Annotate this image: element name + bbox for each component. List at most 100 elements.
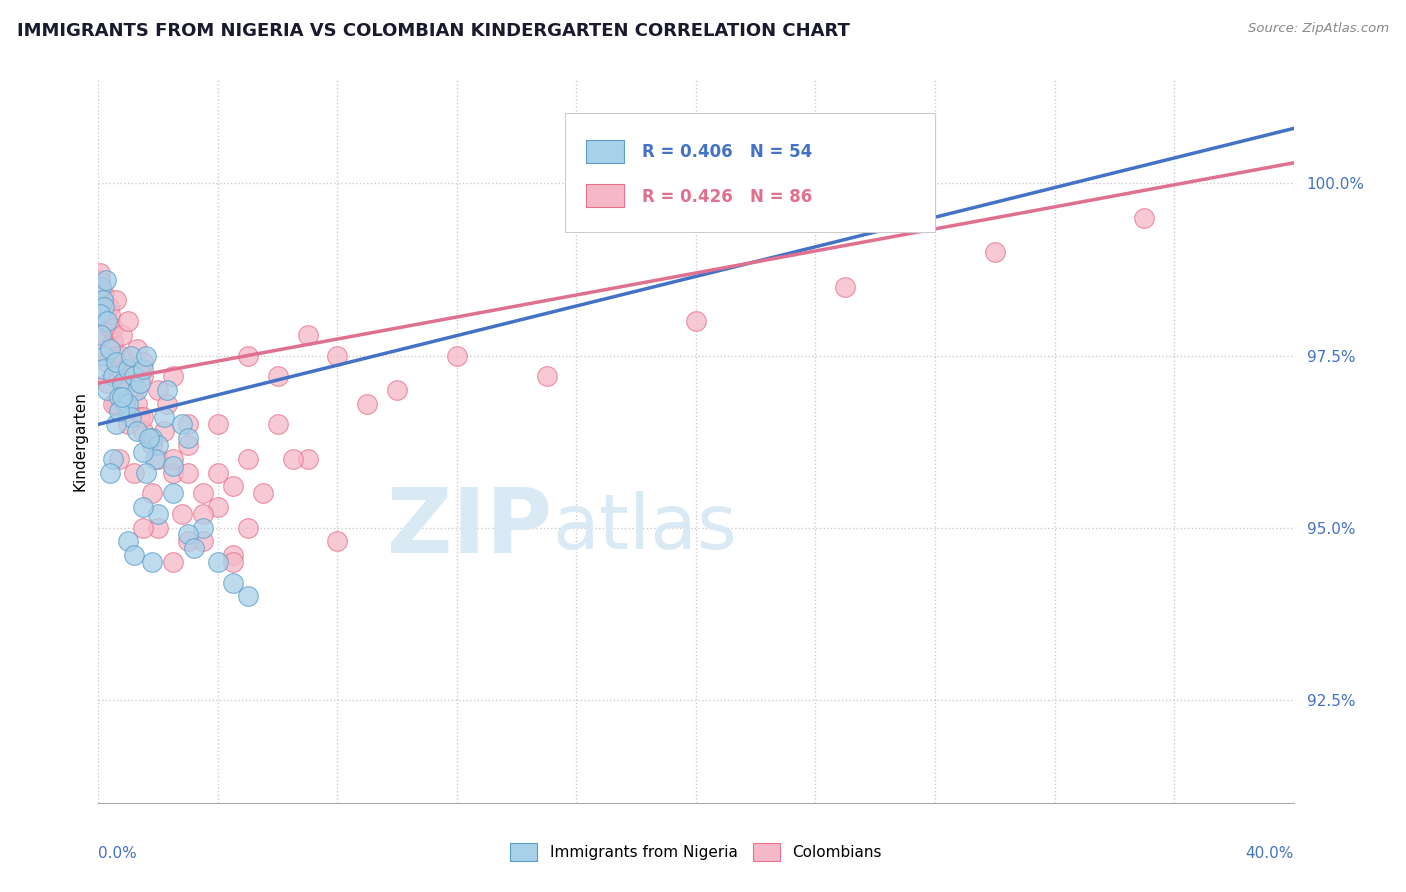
Point bbox=[207, 500, 229, 514]
Point bbox=[94, 342, 117, 356]
Point bbox=[356, 397, 378, 411]
Point bbox=[98, 342, 122, 356]
Point bbox=[236, 451, 259, 466]
Point bbox=[89, 266, 111, 280]
Point bbox=[207, 466, 229, 480]
Point bbox=[141, 438, 163, 452]
Point bbox=[111, 327, 134, 342]
Point bbox=[162, 486, 184, 500]
Point bbox=[222, 575, 245, 590]
Point bbox=[117, 383, 139, 397]
Point bbox=[93, 301, 115, 315]
Point bbox=[90, 279, 112, 293]
Point bbox=[148, 383, 170, 397]
Point bbox=[141, 486, 163, 500]
Point bbox=[103, 369, 125, 384]
Point bbox=[127, 424, 149, 438]
Point bbox=[385, 383, 409, 397]
Text: 40.0%: 40.0% bbox=[1246, 847, 1294, 861]
Point bbox=[117, 534, 139, 549]
Point bbox=[148, 507, 170, 521]
Point bbox=[177, 534, 200, 549]
Point bbox=[91, 293, 114, 308]
Point bbox=[114, 397, 136, 411]
Point bbox=[91, 293, 114, 308]
Point bbox=[105, 417, 128, 432]
Point bbox=[120, 410, 142, 425]
FancyBboxPatch shape bbox=[565, 112, 935, 232]
Point bbox=[132, 355, 155, 369]
Point bbox=[153, 410, 176, 425]
Point bbox=[222, 548, 245, 562]
Point bbox=[297, 327, 319, 342]
Point bbox=[105, 293, 128, 308]
Point bbox=[132, 445, 155, 459]
Point bbox=[207, 555, 229, 569]
Point bbox=[98, 466, 122, 480]
Point bbox=[98, 307, 122, 321]
Point bbox=[103, 321, 125, 335]
Point bbox=[96, 355, 118, 369]
Point bbox=[96, 376, 118, 390]
Point bbox=[108, 451, 131, 466]
Point bbox=[96, 314, 118, 328]
Point bbox=[156, 397, 179, 411]
Point bbox=[91, 327, 114, 342]
Point bbox=[1133, 211, 1156, 225]
Point bbox=[97, 301, 120, 315]
Point bbox=[105, 349, 128, 363]
Point bbox=[162, 451, 184, 466]
Point bbox=[148, 451, 170, 466]
Point bbox=[124, 466, 146, 480]
Point bbox=[94, 273, 117, 287]
Point bbox=[446, 349, 468, 363]
Point bbox=[177, 466, 200, 480]
Point bbox=[177, 417, 200, 432]
Point bbox=[207, 417, 229, 432]
Text: R = 0.406   N = 54: R = 0.406 N = 54 bbox=[643, 143, 813, 161]
Point bbox=[162, 466, 184, 480]
Point bbox=[172, 417, 194, 432]
Point bbox=[685, 314, 707, 328]
Point bbox=[105, 355, 128, 369]
Point bbox=[127, 342, 149, 356]
Point bbox=[105, 397, 128, 411]
Point bbox=[103, 397, 125, 411]
Point bbox=[191, 486, 214, 500]
Point bbox=[111, 390, 134, 404]
Point bbox=[177, 438, 200, 452]
Text: R = 0.426   N = 86: R = 0.426 N = 86 bbox=[643, 187, 813, 205]
Point bbox=[90, 327, 112, 342]
Point bbox=[120, 349, 142, 363]
Point bbox=[162, 555, 184, 569]
Point bbox=[132, 500, 155, 514]
Point bbox=[117, 397, 139, 411]
Point bbox=[117, 417, 139, 432]
Point bbox=[98, 321, 122, 335]
Text: ZIP: ZIP bbox=[388, 484, 553, 573]
Point bbox=[127, 383, 149, 397]
Text: IMMIGRANTS FROM NIGERIA VS COLOMBIAN KINDERGARTEN CORRELATION CHART: IMMIGRANTS FROM NIGERIA VS COLOMBIAN KIN… bbox=[17, 22, 849, 40]
Point bbox=[96, 383, 118, 397]
Point bbox=[111, 376, 134, 390]
Point bbox=[117, 403, 139, 417]
Point bbox=[191, 507, 214, 521]
Point bbox=[326, 349, 349, 363]
Point bbox=[132, 410, 155, 425]
Point bbox=[162, 369, 184, 384]
Point bbox=[103, 334, 125, 349]
Point bbox=[138, 431, 160, 445]
Point bbox=[108, 403, 131, 417]
Bar bbox=[586, 139, 624, 162]
Point bbox=[148, 520, 170, 534]
Point bbox=[111, 376, 134, 390]
Point bbox=[153, 424, 176, 438]
Point bbox=[103, 451, 125, 466]
Point bbox=[141, 555, 163, 569]
Point bbox=[124, 383, 146, 397]
Legend: Immigrants from Nigeria, Colombians: Immigrants from Nigeria, Colombians bbox=[503, 837, 889, 867]
Point bbox=[135, 349, 157, 363]
Point bbox=[117, 362, 139, 376]
Point bbox=[111, 349, 134, 363]
Point bbox=[124, 369, 146, 384]
